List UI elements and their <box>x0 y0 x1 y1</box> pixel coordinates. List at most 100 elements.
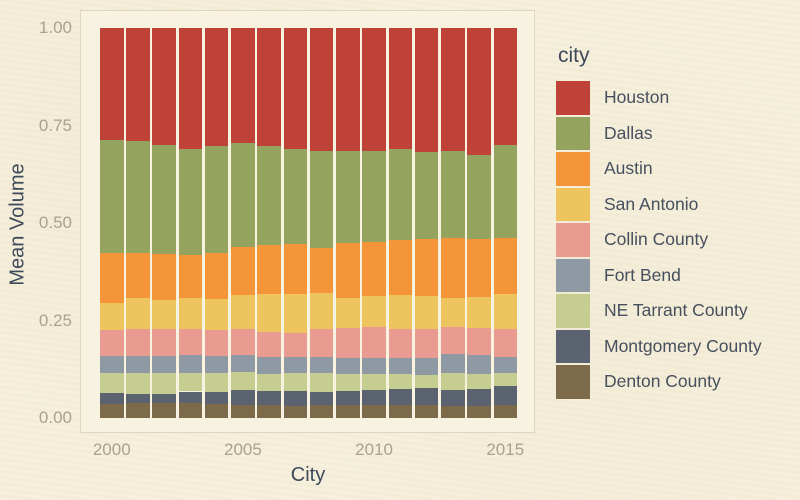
plot-area <box>100 28 517 418</box>
bar-segment-ne-tarrant-county <box>178 372 203 392</box>
bar-segment-dallas <box>100 139 124 254</box>
legend-label: Dallas <box>604 122 653 143</box>
bar-segment-dallas <box>414 151 439 239</box>
bar-segment-denton-county <box>441 406 465 418</box>
y-tick-label-0.50: 0.50 <box>38 213 72 232</box>
bar-segment-collin-county <box>362 327 386 359</box>
legend-label: Montgomery County <box>604 335 762 356</box>
bar-segment-houston <box>441 28 465 151</box>
legend-label: San Antonio <box>604 193 699 214</box>
bar-segment-denton-county <box>336 404 360 418</box>
legend: city Houston Dallas Austin San Antonio Colli… <box>556 44 762 401</box>
bar-segment-collin-county <box>257 331 281 358</box>
legend-key-swatch <box>556 116 590 150</box>
legend-item-ne-tarrant-county: NE Tarrant County <box>556 294 762 328</box>
bar-segment-austin <box>178 255 203 298</box>
y-axis-title: Mean Volume <box>6 163 29 286</box>
bar-segment-montgomery-county <box>283 390 308 407</box>
bar-segment-austin <box>100 253 124 303</box>
bar-segment-denton-county <box>467 406 491 418</box>
bar-segment-collin-county <box>231 329 255 355</box>
x-axis-title: City <box>290 464 326 486</box>
bar-segment-san-antonio <box>414 295 439 330</box>
x-tick-label-2010: 2010 <box>355 440 393 459</box>
bar-segment-san-antonio <box>204 299 229 330</box>
legend-item-dallas: Dallas <box>556 116 762 150</box>
bar-segment-denton-county <box>152 403 176 418</box>
legend-item-san-antonio: San Antonio <box>556 187 762 221</box>
bar-segment-austin <box>231 246 255 296</box>
bar-segment-austin <box>257 244 281 294</box>
bar-segment-austin <box>414 239 439 296</box>
bar-segment-ne-tarrant-county <box>336 373 360 391</box>
bar-segment-dallas <box>283 148 308 245</box>
bar-segment-san-antonio <box>336 297 360 329</box>
bar-2008 <box>309 28 334 418</box>
legend-item-denton-county: Denton County <box>556 365 762 399</box>
bar-segment-san-antonio <box>441 298 465 327</box>
y-tick-label-0.75: 0.75 <box>38 115 72 135</box>
bar-segment-fort-bend <box>231 354 255 372</box>
bar-segment-austin <box>467 239 491 297</box>
legend-item-collin-county: Collin County <box>556 223 762 257</box>
bar-segment-montgomery-county <box>441 389 465 407</box>
bar-segment-ne-tarrant-county <box>126 372 150 394</box>
bar-segment-austin <box>204 252 229 300</box>
legend-label: Fort Bend <box>604 264 681 285</box>
bar-segment-denton-county <box>100 403 124 418</box>
bar-segment-houston <box>283 28 308 149</box>
bar-segment-collin-county <box>178 329 203 355</box>
bar-segment-san-antonio <box>178 297 203 330</box>
bar-segment-san-antonio <box>257 293 281 332</box>
bar-segment-montgomery-county <box>467 388 491 407</box>
bar-segment-houston <box>257 28 281 146</box>
bar-segment-fort-bend <box>257 357 281 374</box>
legend-item-houston: Houston <box>556 81 762 115</box>
bar-segment-dallas <box>257 145 281 245</box>
bar-segment-denton-county <box>283 406 308 418</box>
bar-segment-collin-county <box>414 329 439 359</box>
bar-segment-ne-tarrant-county <box>441 373 465 390</box>
bar-segment-austin <box>336 243 360 298</box>
legend-label: Austin <box>604 158 653 179</box>
bar-segment-houston <box>388 28 413 149</box>
bar-segment-denton-county <box>257 405 281 418</box>
bar-segment-austin <box>493 237 517 294</box>
bar-segment-ne-tarrant-county <box>257 373 281 391</box>
bar-2009 <box>336 28 360 418</box>
bar-segment-fort-bend <box>283 356 308 374</box>
bar-segment-austin <box>362 241 386 296</box>
bar-segment-montgomery-county <box>493 386 517 405</box>
bar-2003 <box>178 28 203 418</box>
bar-segment-dallas <box>231 142 255 247</box>
bar-segment-fort-bend <box>336 358 360 374</box>
bar-segment-houston <box>309 28 334 151</box>
bar-segment-collin-county <box>283 332 308 357</box>
bar-segment-denton-county <box>414 405 439 418</box>
bar-segment-dallas <box>388 148 413 241</box>
bar-segment-fort-bend <box>178 354 203 373</box>
bar-segment-collin-county <box>467 328 491 355</box>
bar-segment-fort-bend <box>441 354 465 374</box>
bar-segment-montgomery-county <box>126 393 150 404</box>
bar-segment-houston <box>336 28 360 151</box>
bar-segment-montgomery-county <box>336 390 360 405</box>
legend-label: Denton County <box>604 371 721 392</box>
bar-segment-houston <box>152 28 176 145</box>
bar-segment-ne-tarrant-county <box>493 372 517 387</box>
bar-segment-denton-county <box>309 404 334 418</box>
bar-segment-houston <box>414 28 439 152</box>
bar-segment-ne-tarrant-county <box>467 373 491 389</box>
bar-segment-san-antonio <box>309 293 334 330</box>
bar-segment-fort-bend <box>388 358 413 375</box>
bar-segment-ne-tarrant-county <box>362 373 386 390</box>
bar-segment-denton-county <box>126 403 150 418</box>
legend-key-swatch <box>556 223 590 257</box>
bar-segment-houston <box>362 28 386 151</box>
bar-segment-san-antonio <box>467 296 491 329</box>
bar-segment-ne-tarrant-county <box>388 374 413 389</box>
y-tick-label-1.00: 1.00 <box>38 18 72 37</box>
y-tick-label-0.25: 0.25 <box>38 310 72 330</box>
bar-2006 <box>257 28 281 418</box>
